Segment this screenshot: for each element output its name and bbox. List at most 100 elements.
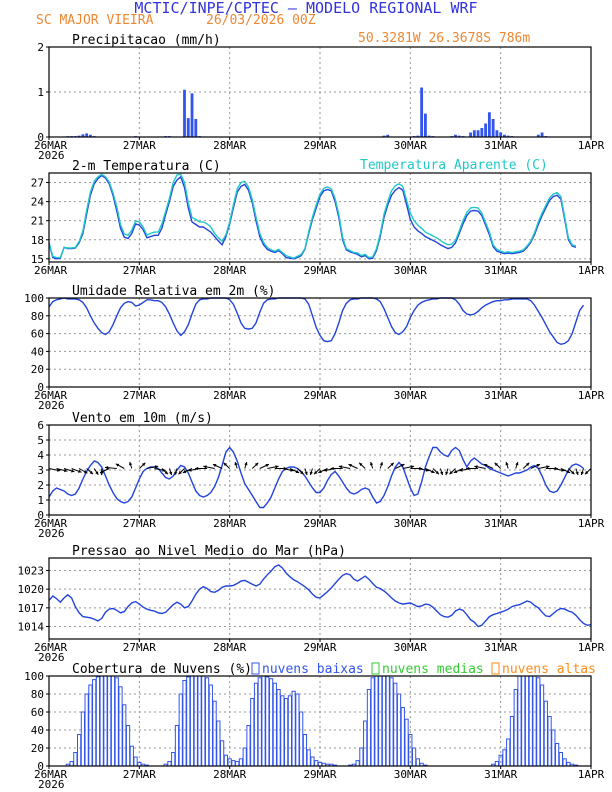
cloud-bar-nuvens-baixas bbox=[547, 716, 552, 767]
cloud-bar-nuvens-baixas bbox=[186, 676, 191, 767]
x-tick-label: 1APR bbox=[578, 139, 605, 152]
x-tick-label: 30MAR bbox=[394, 517, 427, 530]
x-tick-label: 29MAR bbox=[303, 264, 336, 277]
wind-arrowhead bbox=[400, 464, 405, 468]
precip-bar bbox=[469, 132, 472, 137]
wind-arrowhead bbox=[254, 462, 259, 467]
wind-arrowhead bbox=[494, 462, 499, 467]
legend-nuvens-medias: nuvens medias bbox=[382, 662, 484, 677]
precip-bar bbox=[480, 128, 484, 137]
wind-arrowhead bbox=[445, 471, 449, 475]
wind-arrowhead bbox=[575, 471, 579, 475]
precip-bar bbox=[194, 119, 198, 137]
x-tick-label: 26MAR bbox=[34, 768, 67, 781]
panel-6: 0 20 40 60 80 100 26MAR 27MAR 28MAR 29MAR 30MAR 31M… bbox=[24, 662, 604, 791]
y-tick-label: 100 bbox=[24, 292, 44, 305]
cloud-bar-nuvens-baixas bbox=[265, 676, 270, 767]
cloud-bar-nuvens-baixas bbox=[201, 675, 206, 767]
precip-bar bbox=[190, 93, 194, 137]
cloud-bar-nuvens-baixas bbox=[84, 693, 89, 767]
x-year-label: 2026 bbox=[38, 651, 65, 664]
legend-nuvens-baixas: nuvens baixas bbox=[262, 662, 364, 677]
precip-bar bbox=[503, 134, 506, 137]
figure-title: MCTIC/INPE/CPTEC – MODELO REGIONAL WRF bbox=[134, 0, 477, 17]
y-tick-label: 0 bbox=[37, 131, 44, 144]
panel-2: 15 18 21 24 27 26MAR 27MAR 28MAR 29MAR 30MAR 31MAR… bbox=[31, 158, 605, 277]
cloud-bar-nuvens-baixas bbox=[189, 675, 195, 767]
cloud-bar-nuvens-baixas bbox=[378, 675, 383, 767]
wind-arrowhead bbox=[459, 468, 463, 472]
wind-arrowhead bbox=[89, 470, 93, 475]
wind-arrowhead bbox=[546, 465, 550, 469]
precip-bar bbox=[81, 134, 85, 137]
panel-title: Umidade Relativa em 2m (%) bbox=[72, 284, 276, 299]
x-tick-label: 31MAR bbox=[484, 389, 517, 402]
wind-arrowhead bbox=[100, 469, 104, 473]
cloud-bar-nuvens-baixas bbox=[73, 752, 78, 767]
precip-bar bbox=[540, 132, 544, 137]
precip-bar bbox=[386, 134, 390, 137]
wind-arrowhead bbox=[178, 470, 182, 475]
cloud-bar-nuvens-baixas bbox=[306, 749, 311, 767]
precip-bar bbox=[454, 134, 457, 137]
precip-bar bbox=[382, 135, 386, 137]
x-tick-label: 27MAR bbox=[123, 139, 156, 152]
cloud-bar-nuvens-baixas bbox=[95, 676, 101, 767]
cloud-bar-nuvens-baixas bbox=[268, 678, 274, 767]
precip-bar bbox=[420, 87, 424, 137]
cloud-bar-nuvens-baixas bbox=[242, 747, 247, 767]
cloud-bar-nuvens-baixas bbox=[223, 754, 229, 767]
wind-arrowhead bbox=[330, 466, 334, 471]
x-tick-label: 30MAR bbox=[394, 139, 427, 152]
cloud-bar-nuvens-baixas bbox=[506, 738, 511, 767]
cloud-bar-nuvens-baixas bbox=[411, 747, 417, 767]
y-tick-label: 1014 bbox=[18, 621, 45, 634]
cloud-bar-nuvens-baixas bbox=[528, 675, 533, 767]
x-tick-label: 28MAR bbox=[213, 139, 246, 152]
precip-bar bbox=[536, 134, 540, 137]
legend-swatch-nuvens-baixas bbox=[251, 662, 260, 675]
y-tick-label: 40 bbox=[31, 345, 44, 358]
y-tick-label: 1023 bbox=[18, 564, 45, 577]
y-tick-label: 1 bbox=[37, 86, 44, 99]
precip-bar bbox=[491, 119, 495, 137]
x-tick-label: 30MAR bbox=[394, 389, 427, 402]
wind-arrowhead bbox=[141, 462, 146, 467]
cloud-bar-nuvens-baixas bbox=[69, 761, 74, 767]
apparent-temperature-line bbox=[48, 173, 577, 259]
cloud-bar-nuvens-baixas bbox=[133, 756, 138, 767]
y-tick-label: 3 bbox=[37, 464, 44, 477]
x-tick-label: 27MAR bbox=[123, 517, 156, 530]
wind-arrowhead bbox=[95, 471, 99, 475]
wind-arrowhead bbox=[314, 470, 318, 475]
wind-arrowhead bbox=[318, 469, 322, 473]
panel-title: Vento em 10m (m/s) bbox=[72, 411, 213, 426]
cloud-bar-nuvens-baixas bbox=[366, 689, 372, 767]
cloud-bar-nuvens-baixas bbox=[287, 695, 292, 767]
precip-bar bbox=[457, 135, 461, 137]
x-tick-label: 31MAR bbox=[484, 641, 517, 654]
y-tick-label: 60 bbox=[31, 706, 44, 719]
x-tick-label: 28MAR bbox=[213, 389, 246, 402]
cloud-bar-nuvens-baixas bbox=[231, 760, 236, 767]
cloud-bar-nuvens-baixas bbox=[400, 707, 405, 767]
panel-1: 0 1 2 26MAR 27MAR 28MAR 29MAR 30MAR 31MAR 1APR 202… bbox=[34, 33, 605, 162]
cloud-bar-nuvens-baixas bbox=[103, 675, 108, 767]
precip-bar bbox=[499, 132, 503, 137]
x-tick-label: 29MAR bbox=[303, 768, 336, 781]
wind-arrowhead bbox=[483, 464, 488, 468]
x-tick-label: 1APR bbox=[578, 641, 605, 654]
x-tick-label: 27MAR bbox=[123, 389, 156, 402]
x-tick-label: 30MAR bbox=[394, 768, 427, 781]
legend-nuvens-altas: nuvens altas bbox=[502, 662, 596, 677]
cloud-bar-nuvens-baixas bbox=[204, 677, 210, 767]
wind-arrowhead bbox=[154, 465, 159, 469]
cloud-bar-nuvens-baixas bbox=[355, 760, 360, 767]
cloud-bar-nuvens-baixas bbox=[385, 675, 390, 767]
precip-bar bbox=[495, 130, 499, 137]
x-tick-label: 1APR bbox=[578, 768, 605, 781]
cloud-bar-nuvens-baixas bbox=[261, 675, 266, 767]
y-tick-label: 24 bbox=[31, 196, 45, 209]
y-tick-label: 60 bbox=[31, 328, 44, 341]
